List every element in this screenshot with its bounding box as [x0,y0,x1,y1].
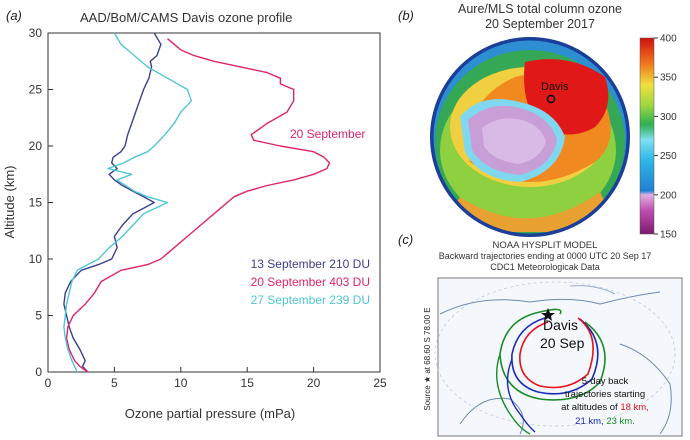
panel-b-letter: (b) [398,8,414,23]
colorbar-tick-label: 300 [660,112,677,123]
y-tick-label: 5 [35,309,42,323]
axes: 0 5 10 15 20 25 0 5 10 15 20 25 30 [29,26,387,390]
colorbar-ticks: 400 350 300 250 200 150 [654,34,677,241]
x-tick-label: 10 [174,376,188,390]
panel-c-data-source: CDC1 Meteorologicak Data [490,262,600,272]
coastline-north [439,291,661,315]
y-tick-label: 0 [35,365,42,379]
x-tick-label: 20 [307,376,321,390]
legend-27-september: 27 September 239 DU [251,293,370,307]
panel-c-subtitle: Backward trajectories ending at 0000 UTC… [438,251,652,261]
trajectory-23km [499,308,606,401]
colorbar-tick-label: 150 [660,230,677,241]
trajectory-map: Davis 20 Sep 5-day back trajectories sta… [423,277,683,437]
x-axis-label: Ozone partial pressure (mPa) [125,406,296,421]
davis-marker [546,94,556,104]
source-star-icon [541,308,555,321]
ozone-profile-chart: 0 5 10 15 20 25 0 5 10 15 20 25 30 Altitude (km) Ozo… [2,26,387,421]
panel-a-title: AAD/BoM/CAMS Davis ozone profile [80,10,293,25]
trajectory-21km [511,317,599,395]
colorbar-tick-label: 250 [660,151,677,162]
panel-a-letter: (a) [6,8,22,23]
trajectory-21km-tail [506,358,536,433]
series-line-1 [63,32,162,373]
x-tick-label: 15 [241,376,255,390]
source-side-label: Source ★ at 68.60 S 78.00 E [423,307,432,410]
y-tick-label: 30 [29,26,43,40]
y-tick-label: 15 [29,196,43,210]
series-lines [63,32,331,373]
annotation-20-september: 20 September [290,127,365,141]
plot-frame [47,32,381,373]
series-line-2 [65,38,331,373]
y-tick-label: 20 [29,139,43,153]
note-line-1: 5-day back [582,376,629,387]
x-tick-label: 0 [45,376,52,390]
y-axis-label: Altitude (km) [2,166,17,239]
colorbar-tick-label: 200 [660,190,677,201]
trajectory-18km [519,317,594,389]
coastline-southwest [459,397,524,435]
note-line-3: at altitudes of 18 km, [561,402,649,413]
panel-c-title: NOAA HYSPLIT MODEL [492,240,598,251]
date-map-label: 20 Sep [540,335,585,351]
panel-c-letter: (c) [398,232,414,247]
ozone-field [432,39,628,235]
colorbar-tick-label: 400 [660,34,677,45]
latitude-circle [434,281,676,427]
x-tick-label: 25 [373,376,387,390]
alt-18km-label: 18 km, [620,402,649,413]
coastline-east [619,343,672,435]
legend-13-september: 13 September 210 DU [251,257,370,271]
colorbar-tick-label: 350 [660,73,677,84]
panel-b-title: Aure/MLS total column ozone [458,2,622,16]
colorbar [639,37,655,235]
x-tick-label: 5 [111,376,118,390]
panel-b-subtitle: 20 September 2017 [485,17,595,31]
map-frame [437,277,683,437]
legend-20-september: 20 September 403 DU [251,275,370,289]
y-tick-label: 25 [29,83,43,97]
davis-map-label: Davis [543,317,578,333]
alt-21km-label: 21 km, [575,416,604,427]
series-line-3 [63,32,193,373]
y-tick-label: 10 [29,252,43,266]
alt-23km-label: 23 km. [606,416,635,427]
trajectory-23km-tail [495,353,531,435]
note-line-4: 21 km, 23 km. [575,416,635,427]
davis-label: Davis [541,81,569,93]
note-line-2: trajectories starting [565,389,645,400]
